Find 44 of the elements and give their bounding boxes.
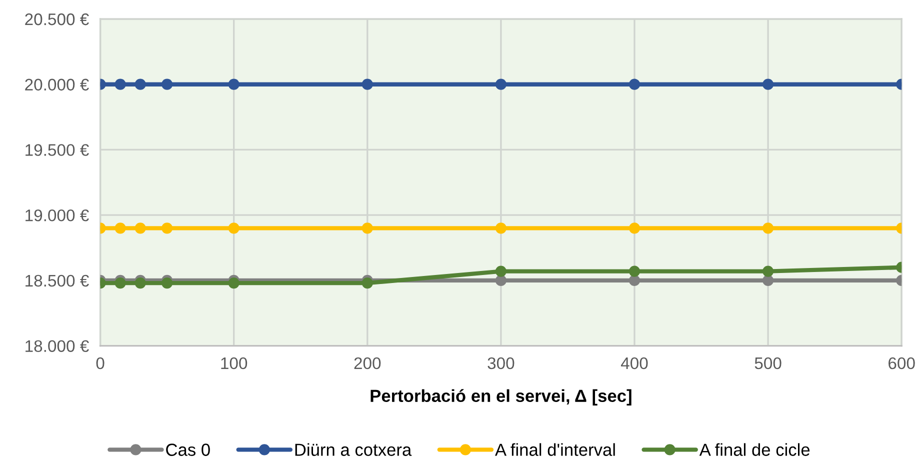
x-axis-title: Pertorbació en el servei, Δ [sec] <box>370 389 632 406</box>
y-tick-label: 20.500 € <box>25 13 89 26</box>
x-tick-label: 100 <box>221 357 248 370</box>
point <box>114 222 126 234</box>
point <box>134 222 146 234</box>
point <box>495 274 506 286</box>
point <box>762 78 774 90</box>
point <box>362 78 373 90</box>
point <box>228 78 240 90</box>
legend-label: Cas 0 <box>166 444 210 456</box>
point <box>134 78 146 90</box>
point <box>228 222 240 234</box>
point <box>162 222 173 234</box>
y-tick-label: 19.500 € <box>26 144 89 156</box>
legend-label: Diürn a cotxera <box>295 443 412 456</box>
x-tick-label: 200 <box>354 357 381 370</box>
x-tick-label: 400 <box>620 357 648 370</box>
x-tick-label: 300 <box>488 357 514 370</box>
y-tick-label: 18.000 € <box>26 340 89 352</box>
y-tick-label: 19.000 € <box>26 209 89 222</box>
legend-label: A final de cicle <box>699 443 810 456</box>
point <box>162 78 173 90</box>
point <box>762 274 774 286</box>
point <box>628 222 640 234</box>
point <box>628 266 640 277</box>
point <box>362 278 373 289</box>
x-tick-label: 600 <box>888 357 915 370</box>
point <box>114 78 126 90</box>
point <box>495 222 506 234</box>
x-tick-label: 500 <box>754 357 782 370</box>
point <box>228 278 240 289</box>
point <box>162 278 173 289</box>
legend-label: A final d'interval <box>494 443 615 456</box>
point <box>628 78 640 90</box>
point <box>134 278 146 289</box>
point <box>762 222 774 234</box>
point <box>495 78 506 90</box>
point <box>762 266 774 277</box>
point <box>362 222 373 234</box>
x-tick-label: 0 <box>96 357 104 370</box>
y-tick-label: 18.500 € <box>26 274 89 287</box>
y-tick-label: 20.000 € <box>25 78 89 91</box>
point <box>114 278 126 289</box>
point <box>495 266 506 277</box>
